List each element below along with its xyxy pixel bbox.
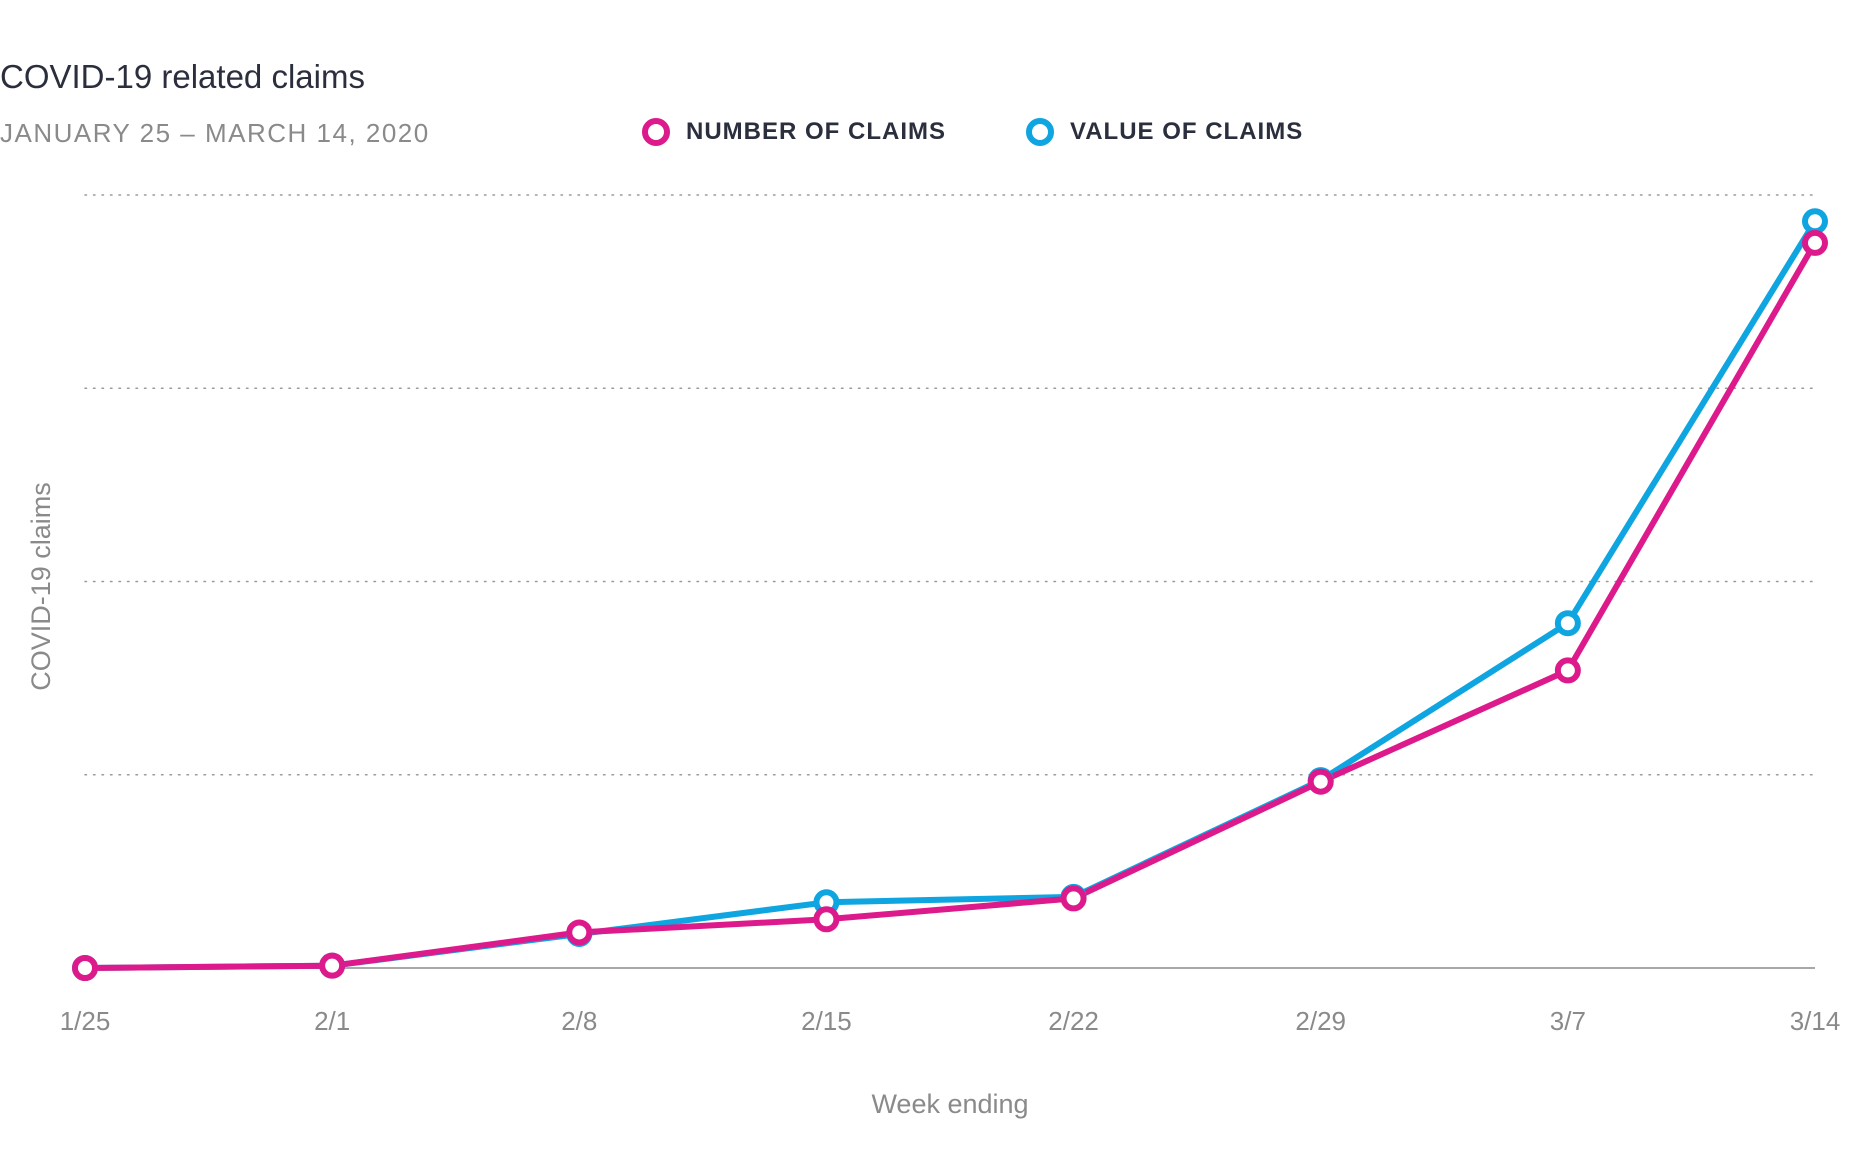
data-point bbox=[1802, 229, 1828, 256]
data-point bbox=[813, 906, 840, 933]
legend-label: VALUE OF CLAIMS bbox=[1070, 118, 1304, 145]
data-point bbox=[1802, 208, 1828, 235]
x-tick-label: 2/8 bbox=[561, 1006, 597, 1036]
series-line bbox=[82, 218, 1818, 971]
chart-title: COVID-19 related claims bbox=[0, 58, 365, 95]
x-tick-label: 2/29 bbox=[1295, 1006, 1346, 1036]
data-point bbox=[566, 919, 593, 946]
legend-item-number-of-claims: NUMBER OF CLAIMS bbox=[642, 118, 946, 146]
y-axis-label: COVID-19 claims bbox=[26, 482, 56, 691]
x-tick-label: 3/7 bbox=[1550, 1006, 1586, 1036]
legend-marker-icon bbox=[1026, 118, 1054, 146]
series-line bbox=[82, 239, 1818, 971]
legend-item-value-of-claims: VALUE OF CLAIMS bbox=[1026, 118, 1303, 146]
legend-marker-icon bbox=[642, 118, 670, 146]
x-tick-label: 2/1 bbox=[314, 1006, 350, 1036]
data-point bbox=[1554, 657, 1581, 684]
data-point bbox=[1060, 885, 1087, 912]
legend-label: NUMBER OF CLAIMS bbox=[686, 118, 946, 145]
x-tick-label: 2/22 bbox=[1048, 1006, 1099, 1036]
x-tick-label: 1/25 bbox=[60, 1006, 111, 1036]
data-point bbox=[72, 955, 98, 981]
data-point bbox=[319, 952, 346, 979]
data-point bbox=[1307, 768, 1334, 795]
chart-subtitle: JANUARY 25 – MARCH 14, 2020 bbox=[0, 118, 430, 148]
data-point bbox=[1554, 610, 1581, 637]
x-axis-label: Week ending bbox=[871, 1089, 1028, 1119]
x-tick-label: 2/15 bbox=[801, 1006, 852, 1036]
x-tick-label: 3/14 bbox=[1790, 1006, 1841, 1036]
